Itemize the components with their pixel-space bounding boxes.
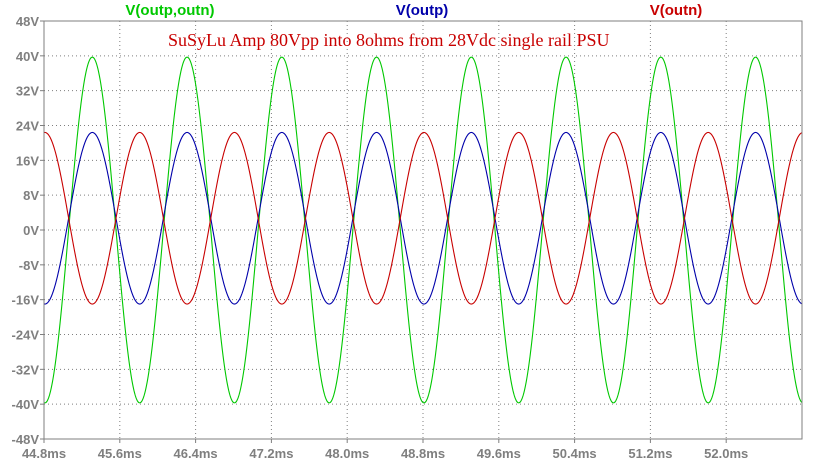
x-tick-label: 51.2ms xyxy=(628,446,672,461)
legend-v-outp-outn[interactable]: V(outp,outn) xyxy=(125,2,214,19)
y-tick-label: 48V xyxy=(16,14,39,29)
x-tick-label: 45.6ms xyxy=(98,446,142,461)
x-tick-label: 48.8ms xyxy=(401,446,445,461)
y-axis-ticks: 48V 40V 32V 24V 16V 8V 0V -8V -16V -24V -32V -40V -4… xyxy=(12,14,44,447)
x-tick-label: 44.8ms xyxy=(22,446,66,461)
y-tick-label: 40V xyxy=(16,49,39,64)
x-tick-label: 48.0ms xyxy=(325,446,369,461)
x-tick-label: 49.6ms xyxy=(477,446,521,461)
series-line-2 xyxy=(43,131,803,305)
grid-lines xyxy=(44,21,802,439)
y-tick-label: 32V xyxy=(16,84,39,99)
y-tick-label: -8V xyxy=(19,258,40,273)
y-tick-label: -24V xyxy=(12,328,40,343)
legend-v-outp[interactable]: V(outp) xyxy=(396,2,448,19)
legend-v-outn[interactable]: V(outn) xyxy=(650,2,702,19)
y-tick-label: -40V xyxy=(12,397,40,412)
x-tick-label: 46.4ms xyxy=(174,446,218,461)
y-tick-label: -48V xyxy=(12,432,40,447)
x-tick-label: 52.0ms xyxy=(704,446,748,461)
x-tick-label: 47.2ms xyxy=(249,446,293,461)
chart-annotation: SuSyLu Amp 80Vpp into 8ohms from 28Vdc s… xyxy=(168,30,610,50)
series-line-0 xyxy=(43,56,803,404)
y-tick-label: -32V xyxy=(12,362,40,377)
series-layer xyxy=(43,56,803,404)
series-line-1 xyxy=(43,131,803,305)
y-tick-label: 0V xyxy=(23,223,39,238)
y-tick-label: 8V xyxy=(23,188,39,203)
y-tick-label: -16V xyxy=(12,293,40,308)
x-tick-label: 50.4ms xyxy=(553,446,597,461)
y-tick-label: 16V xyxy=(16,153,39,168)
x-axis-ticks: 44.8ms 45.6ms 46.4ms 47.2ms 48.0ms 48.8ms 49.6… xyxy=(22,439,748,461)
y-tick-label: 24V xyxy=(16,119,39,134)
